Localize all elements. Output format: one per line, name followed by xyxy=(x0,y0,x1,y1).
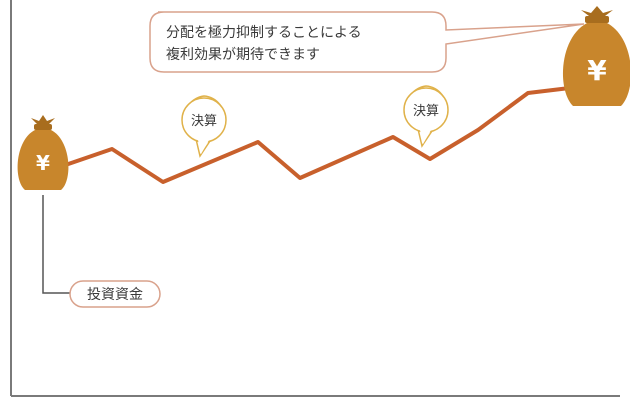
compound-effect-callout: 分配を極力抑制することによる 複利効果が期待できます xyxy=(149,11,585,73)
investment-capital-label: 投資資金 xyxy=(69,280,161,308)
settlement-label: 決算 xyxy=(191,114,217,129)
callout-line-1: 分配を極力抑制することによる xyxy=(166,25,362,41)
settlement-label: 決算 xyxy=(413,104,439,119)
investment-connector xyxy=(42,195,70,294)
yen-symbol: ¥ xyxy=(587,54,607,87)
money-bag-icon: ¥ xyxy=(563,6,630,106)
callout-line-2: 複利効果が期待できます xyxy=(166,46,320,63)
yen-symbol: ¥ xyxy=(36,151,50,175)
growth-line xyxy=(43,85,580,184)
money-bag-icon: ¥ xyxy=(17,115,69,190)
investment-label-text: 投資資金 xyxy=(87,287,143,303)
settlement-bubble: 決算 xyxy=(403,85,449,148)
settlement-bubble: 決算 xyxy=(181,95,227,158)
